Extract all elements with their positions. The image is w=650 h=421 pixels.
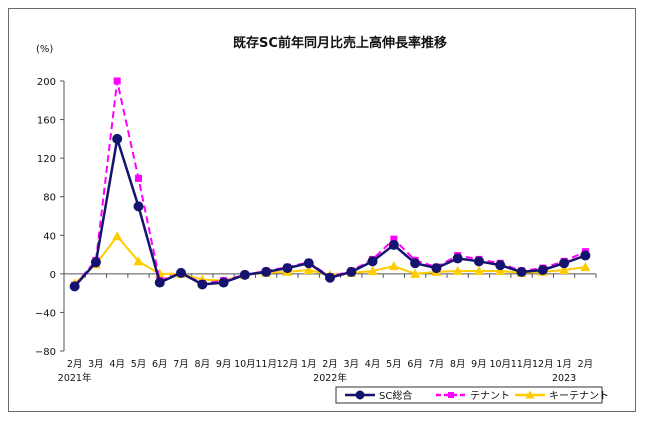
x-tick-label: 11月 <box>255 359 277 370</box>
data-point <box>218 277 229 288</box>
legend-label: テナント <box>470 390 510 402</box>
y-tick-label: 40 <box>43 231 56 242</box>
legend-item-2: テナント <box>436 390 510 402</box>
x-year-label: 2022年 <box>313 372 347 384</box>
x-tick-label: 1月 <box>301 359 317 370</box>
chart-title: 既存SC前年同月比売上高伸長率推移 <box>233 35 447 51</box>
data-point <box>452 265 463 275</box>
data-point <box>325 272 335 283</box>
x-tick-label: 7月 <box>429 359 445 370</box>
y-axis-unit: (%) <box>36 44 53 55</box>
x-tick-label: 2月 <box>67 359 83 370</box>
data-point <box>303 265 314 274</box>
legend-item-3: キーテナント <box>515 390 609 402</box>
x-year-label: 2023 <box>552 373 576 384</box>
data-point <box>495 260 506 271</box>
data-point <box>239 269 250 280</box>
y-tick-label: −80 <box>35 347 56 358</box>
y-tick-label: 160 <box>37 116 56 127</box>
x-tick-label: 3月 <box>344 359 360 370</box>
x-tick-label: 11月 <box>511 359 533 370</box>
data-point <box>154 277 165 288</box>
data-point <box>390 235 398 243</box>
data-point <box>580 262 591 272</box>
y-tick-label: 80 <box>43 193 56 204</box>
data-point <box>448 392 454 398</box>
x-tick-label: 1月 <box>556 359 572 370</box>
x-tick-label: 5月 <box>386 359 402 370</box>
x-tick-label: 8月 <box>195 359 211 370</box>
series-layer <box>69 77 591 292</box>
data-point <box>134 174 142 182</box>
series-line <box>73 138 586 288</box>
data-point <box>559 258 570 269</box>
x-year-label: 2021年 <box>58 372 92 384</box>
x-tick-label: 9月 <box>216 359 232 370</box>
x-tick-label: 8月 <box>450 359 466 370</box>
legend-label: キーテナント <box>549 390 609 402</box>
data-point <box>355 390 365 400</box>
data-point <box>537 265 548 275</box>
y-tick-label: −40 <box>35 308 56 319</box>
x-tick-label: 10月 <box>489 359 511 370</box>
y-tick-label: 120 <box>37 154 56 165</box>
data-point <box>431 263 442 274</box>
legend-box <box>335 386 603 404</box>
data-point <box>388 239 399 250</box>
data-point <box>282 263 293 274</box>
data-point <box>112 133 123 144</box>
legend: SC総合 テナント キーテナント <box>335 386 609 404</box>
data-point <box>197 279 208 290</box>
data-point <box>176 267 187 278</box>
x-tick-label: 6月 <box>152 359 168 370</box>
data-point <box>473 256 484 267</box>
data-point <box>346 266 357 277</box>
x-tick-label: 5月 <box>131 359 147 370</box>
legend-label: SC総合 <box>379 389 412 402</box>
x-tick-label: 2月 <box>578 359 594 370</box>
data-point <box>69 281 80 292</box>
data-point <box>410 258 421 269</box>
data-point <box>367 256 378 267</box>
x-tick-label: 7月 <box>173 359 189 370</box>
data-point <box>112 231 123 241</box>
x-tick-label: 3月 <box>88 359 104 370</box>
series-1 <box>69 133 591 292</box>
data-point <box>410 268 421 278</box>
data-point <box>303 258 314 269</box>
data-point <box>495 265 506 275</box>
chart-frame <box>8 8 636 412</box>
x-tick-label: 12月 <box>532 359 554 370</box>
data-point <box>559 265 570 274</box>
x-tick-label: 12月 <box>277 359 299 370</box>
y-tick-label: 200 <box>37 77 56 88</box>
data-point <box>133 201 144 212</box>
data-point <box>367 265 378 275</box>
data-point <box>261 266 272 277</box>
x-tick-label: 4月 <box>365 359 381 370</box>
x-tick-label: 2月 <box>322 359 338 370</box>
x-tick-label: 9月 <box>471 359 487 370</box>
series-2 <box>71 77 589 289</box>
x-tick-label: 4月 <box>109 359 125 370</box>
data-point <box>525 390 535 399</box>
data-point <box>113 77 121 85</box>
data-point <box>516 266 527 277</box>
x-tick-label: 6月 <box>407 359 423 370</box>
data-point <box>580 250 591 261</box>
data-point <box>90 257 101 268</box>
data-point <box>388 261 399 271</box>
data-point <box>473 265 484 275</box>
x-tick-label: 10月 <box>234 359 256 370</box>
y-tick-label: 0 <box>50 270 56 281</box>
legend-item-1: SC総合 <box>345 389 412 402</box>
data-point <box>133 256 144 266</box>
data-point <box>452 253 463 264</box>
